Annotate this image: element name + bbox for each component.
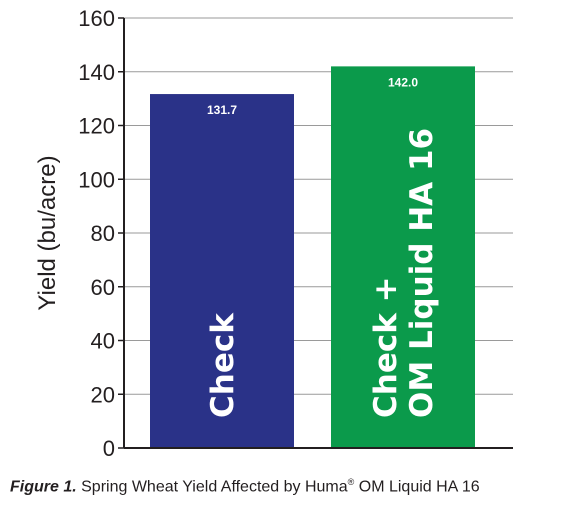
- yield-bar-chart: 0 20 40 60 80 100 120 140 160 131.7 Check 142.0 Chec…: [34, 6, 513, 461]
- bar-category-label: OM Liquid HA 16: [404, 128, 440, 418]
- y-tick-label: 40: [91, 329, 115, 354]
- y-tick-label: 80: [91, 221, 115, 246]
- y-tick-label: 100: [78, 167, 115, 192]
- caption-text-end: OM Liquid HA 16: [354, 478, 480, 496]
- y-axis-label: Yield (bu/acre): [34, 155, 61, 310]
- data-label: 142.0: [388, 75, 418, 89]
- y-tick-label: 120: [78, 114, 115, 139]
- registered-mark: ®: [347, 477, 355, 487]
- y-tick-label: 0: [103, 436, 115, 461]
- y-tick-label: 160: [78, 6, 115, 31]
- bar-category-label: Check: [205, 312, 241, 418]
- bar: [331, 66, 475, 448]
- y-tick-label: 140: [78, 60, 115, 85]
- y-tick-label: 60: [91, 275, 115, 300]
- bar-category-label: Check +: [368, 276, 404, 418]
- bar: [150, 94, 294, 449]
- y-tick-label: 20: [91, 382, 115, 407]
- figure-caption: Figure 1. Spring Wheat Yield Affected by…: [10, 477, 585, 496]
- data-label: 131.7: [207, 103, 237, 117]
- figure-label: Figure 1.: [10, 478, 77, 496]
- caption-text: Spring Wheat Yield Affected by Huma: [76, 478, 348, 496]
